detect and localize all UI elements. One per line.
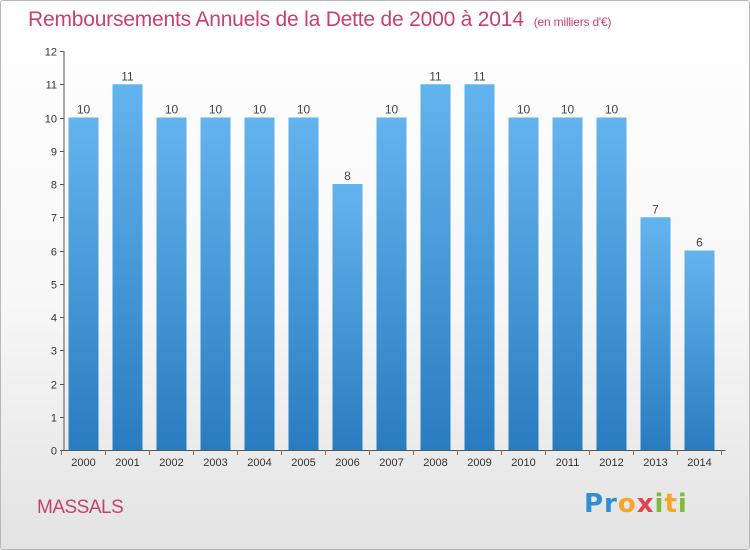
- y-tick-label: 3: [51, 346, 57, 358]
- value-label-2014: 6: [696, 236, 703, 250]
- x-tick-label-2008: 2008: [423, 457, 447, 469]
- bar-2006: [332, 184, 363, 450]
- bar-2003: [200, 117, 231, 450]
- x-tick-label-2010: 2010: [511, 457, 535, 469]
- value-label-2006: 8: [344, 169, 351, 183]
- bar-2012: [596, 117, 627, 450]
- y-tick-label: 7: [51, 213, 57, 225]
- x-tick-label-2011: 2011: [556, 457, 580, 469]
- bar-2010: [508, 117, 539, 450]
- proxiti-logo: Proxiti: [584, 489, 688, 519]
- axes: [60, 51, 726, 455]
- y-tick-label: 4: [51, 313, 57, 325]
- value-label-2007: 10: [385, 103, 399, 117]
- unit-label: (en milliers d'€): [533, 15, 612, 29]
- bars-group: [68, 84, 715, 450]
- bar-2009: [464, 84, 495, 450]
- value-label-2013: 7: [652, 202, 659, 216]
- x-tick-label-2009: 2009: [467, 457, 491, 469]
- y-tick-label: 10: [45, 114, 57, 126]
- bar-2002: [156, 117, 187, 450]
- y-tick-label: 12: [45, 47, 57, 59]
- value-label-2002: 10: [165, 103, 179, 117]
- y-tick-label: 6: [51, 247, 57, 259]
- x-tick-label-2013: 2013: [643, 457, 667, 469]
- bar-2014: [684, 250, 715, 450]
- town-name: MASSALS: [37, 497, 124, 518]
- x-tick-label-2006: 2006: [335, 457, 359, 469]
- bar-2004: [244, 117, 275, 450]
- title-text: Remboursements Annuels de la Dette de 20…: [28, 8, 524, 31]
- value-label-2009: 11: [473, 69, 486, 83]
- value-label-2004: 10: [253, 103, 267, 117]
- bar-2011: [552, 117, 583, 450]
- x-tick-label-2001: 2001: [115, 457, 139, 469]
- y-tick-label: 9: [51, 147, 57, 159]
- chart-title: Remboursements Annuels de la Dette de 20…: [28, 8, 611, 32]
- y-tick-label: 8: [51, 180, 57, 192]
- y-tick-label: 0: [51, 446, 57, 458]
- x-tick-label-2012: 2012: [599, 457, 623, 469]
- x-tick-label-2014: 2014: [687, 457, 711, 469]
- x-tick-label-2004: 2004: [247, 457, 271, 469]
- x-tick-label-2003: 2003: [203, 457, 227, 469]
- value-label-2005: 10: [297, 103, 311, 117]
- value-label-2003: 10: [209, 103, 223, 117]
- value-label-2000: 10: [77, 103, 91, 117]
- bar-2008: [420, 84, 451, 450]
- y-tick-label: 2: [51, 380, 57, 392]
- x-tick-label-2002: 2002: [159, 457, 183, 469]
- bar-2000: [68, 117, 99, 450]
- value-label-2001: 11: [121, 69, 134, 83]
- value-label-2008: 11: [429, 69, 442, 83]
- x-tick-label-2000: 2000: [71, 457, 95, 469]
- x-tick-label-2007: 2007: [379, 457, 403, 469]
- y-tick-label: 1: [51, 413, 57, 425]
- x-tick-label-2005: 2005: [291, 457, 315, 469]
- bar-2001: [112, 84, 143, 450]
- value-label-2012: 10: [605, 103, 619, 117]
- y-tick-label: 5: [51, 280, 57, 292]
- labels-group: 0123456789101112102000112001102002102003…: [45, 47, 712, 470]
- value-label-2011: 10: [561, 103, 575, 117]
- bar-2013: [640, 217, 671, 450]
- value-label-2010: 10: [517, 103, 531, 117]
- y-tick-label: 11: [46, 80, 57, 92]
- bar-2007: [376, 117, 407, 450]
- bar-2005: [288, 117, 319, 450]
